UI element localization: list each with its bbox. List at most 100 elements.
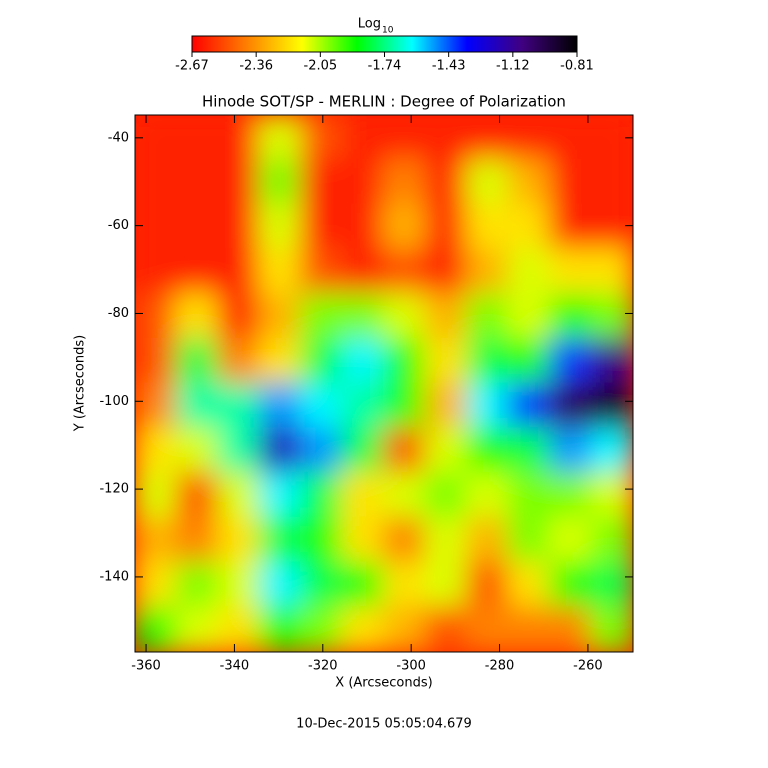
image-cell xyxy=(424,606,468,652)
image-cell xyxy=(258,158,302,206)
image-cell xyxy=(258,293,302,340)
image-cell xyxy=(383,516,427,564)
image-cell xyxy=(217,427,261,474)
image-cell xyxy=(217,115,261,161)
image-cell xyxy=(135,516,178,564)
plot-frame xyxy=(134,114,634,653)
image-cell xyxy=(590,427,633,474)
x-axis-label: X (Arcseconds) xyxy=(335,676,432,691)
image-cell xyxy=(590,472,633,519)
image-cell xyxy=(175,606,219,652)
image-cell xyxy=(549,561,593,609)
colorbar-tick-label: -2.67 xyxy=(175,59,209,74)
image-cell xyxy=(590,516,633,564)
y-tick-label: -80 xyxy=(108,306,129,321)
image-cell xyxy=(300,115,344,161)
image-cell xyxy=(507,248,551,295)
image-cell xyxy=(341,203,385,251)
image-cell xyxy=(424,382,468,430)
image-cell xyxy=(466,293,510,340)
image-cell xyxy=(175,203,219,251)
image-cell xyxy=(590,248,633,295)
image-cell xyxy=(341,516,385,564)
image-cell xyxy=(175,382,219,430)
image-cell xyxy=(507,203,551,251)
y-tick-label: -120 xyxy=(99,482,129,497)
image-cell xyxy=(135,561,178,609)
image-cell xyxy=(549,472,593,519)
image-cell xyxy=(217,561,261,609)
image-cell xyxy=(424,561,468,609)
footer-date: 10-Dec-2015 05:05:04.679 xyxy=(296,717,472,732)
y-tick-label: -60 xyxy=(108,218,129,233)
image-cell xyxy=(590,158,633,206)
image-cell xyxy=(424,203,468,251)
image-cell xyxy=(424,248,468,295)
image-cell xyxy=(549,293,593,340)
image-cell xyxy=(258,382,302,430)
colorbar xyxy=(191,35,578,53)
colorbar-tick-label: -1.74 xyxy=(368,59,402,74)
image-cell xyxy=(300,516,344,564)
image-cell xyxy=(549,203,593,251)
image-cell xyxy=(135,382,178,430)
image-cell xyxy=(590,382,633,430)
image-cell xyxy=(341,293,385,340)
image-cell xyxy=(175,115,219,161)
image-cell xyxy=(549,337,593,385)
x-tick-label: -280 xyxy=(485,659,515,674)
chart-title: Hinode SOT/SP - MERLIN : Degree of Polar… xyxy=(202,93,566,111)
image-cell xyxy=(135,158,178,206)
image-cell xyxy=(300,248,344,295)
image-cell xyxy=(549,115,593,161)
image-cell xyxy=(590,606,633,652)
image-cell xyxy=(466,606,510,652)
image-cell xyxy=(424,115,468,161)
image-cell xyxy=(507,472,551,519)
image-cell xyxy=(383,248,427,295)
image-cell xyxy=(383,293,427,340)
image-cell xyxy=(217,248,261,295)
image-cell xyxy=(549,516,593,564)
image-cell xyxy=(175,516,219,564)
image-cell xyxy=(507,606,551,652)
image-cell xyxy=(341,158,385,206)
image-cell xyxy=(217,158,261,206)
image-cell xyxy=(300,472,344,519)
y-tick-label: -140 xyxy=(99,569,129,584)
image-cell xyxy=(258,606,302,652)
image-cell xyxy=(507,561,551,609)
image-cell xyxy=(341,115,385,161)
image-cell xyxy=(549,248,593,295)
image-cell xyxy=(258,337,302,385)
image-cell xyxy=(175,158,219,206)
image-cell xyxy=(135,293,178,340)
image-cell xyxy=(258,203,302,251)
image-cell xyxy=(175,293,219,340)
image-cell xyxy=(549,427,593,474)
image-cell xyxy=(383,561,427,609)
image-cell xyxy=(175,427,219,474)
image-cell xyxy=(175,248,219,295)
image-cell xyxy=(217,382,261,430)
image-cell xyxy=(507,427,551,474)
image-cell xyxy=(466,115,510,161)
image-cell xyxy=(258,472,302,519)
image-cell xyxy=(383,427,427,474)
y-tick-label: -100 xyxy=(99,394,129,409)
image-cell xyxy=(258,115,302,161)
image-cell xyxy=(424,293,468,340)
image-cell xyxy=(507,382,551,430)
image-cell xyxy=(549,606,593,652)
image-cell xyxy=(383,606,427,652)
image-cell xyxy=(383,203,427,251)
image-cell xyxy=(507,158,551,206)
image-cell xyxy=(341,337,385,385)
colorbar-tick-label: -1.43 xyxy=(432,59,466,74)
image-cell xyxy=(341,248,385,295)
colorbar-tick-label: -1.12 xyxy=(496,59,530,74)
image-cell xyxy=(341,561,385,609)
image-cell xyxy=(217,472,261,519)
image-cell xyxy=(217,203,261,251)
